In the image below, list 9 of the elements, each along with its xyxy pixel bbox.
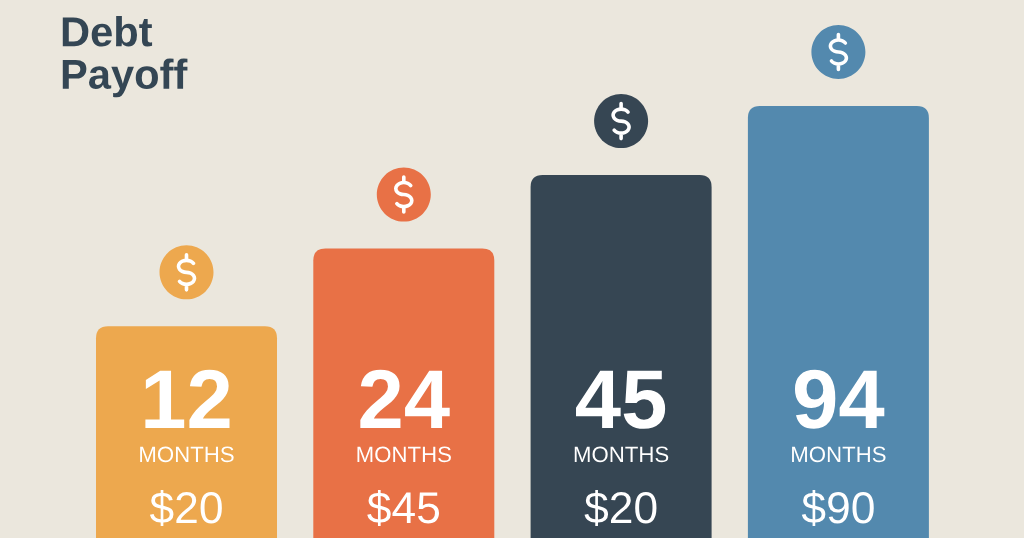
- category-label: 24 MONTHS $45: [357, 369, 451, 527]
- chart-title: Debt Payoff: [62, 16, 188, 98]
- bar: [530, 175, 712, 538]
- category-label: 45 MONTHS $20: [574, 370, 669, 527]
- category-label: 12 MONTHS $20: [140, 369, 234, 527]
- bar: [313, 248, 495, 538]
- category-label: 94 MONTHS $90: [792, 369, 886, 527]
- bar: [747, 106, 929, 538]
- bar: [96, 326, 277, 538]
